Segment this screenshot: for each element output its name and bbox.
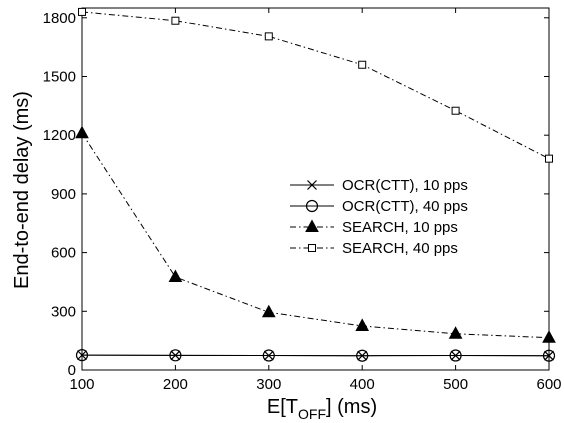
x-tick-label: 100 bbox=[69, 376, 94, 393]
legend-marker bbox=[305, 199, 319, 213]
series-2 bbox=[75, 349, 556, 362]
y-tick-label: 600 bbox=[51, 245, 76, 262]
y-tick-label: 300 bbox=[51, 303, 76, 320]
legend-entry: SEARCH, 10 pps bbox=[290, 219, 458, 236]
data-point bbox=[171, 16, 180, 25]
data-point bbox=[264, 32, 273, 41]
data-point bbox=[169, 349, 182, 362]
data-point bbox=[261, 304, 276, 318]
y-tick-label: 1200 bbox=[43, 127, 76, 144]
x-axis-label-main: E[T bbox=[267, 396, 298, 418]
y-axis-label: End-to-end delay (ms) bbox=[11, 91, 33, 289]
data-point bbox=[356, 349, 369, 362]
x-tick-label: 600 bbox=[536, 376, 561, 393]
x-axis-label-sub: OFF bbox=[298, 406, 326, 422]
legend-label: OCR(CTT), 10 pps bbox=[342, 177, 468, 194]
x-tick-label: 500 bbox=[443, 376, 468, 393]
x-axis-label: E[TOFF] (ms) bbox=[267, 396, 377, 422]
data-point bbox=[448, 326, 463, 339]
data-point bbox=[542, 330, 556, 343]
data-point bbox=[449, 349, 462, 362]
data-point bbox=[78, 7, 86, 16]
plot-frame bbox=[81, 7, 550, 371]
y-tick-label: 1500 bbox=[43, 68, 76, 85]
series-4 bbox=[78, 7, 553, 163]
y-tick-label: 1800 bbox=[43, 10, 76, 27]
legend-marker bbox=[305, 219, 319, 232]
y-tick-label: 900 bbox=[51, 186, 76, 203]
plot-area: 100 200 300 400 500 600 0 300 600 900 1200 1500 1800 bbox=[43, 7, 562, 393]
legend-entry: OCR(CTT), 40 pps bbox=[290, 198, 468, 215]
legend-entry: OCR(CTT), 10 pps bbox=[290, 177, 468, 194]
x-tick-label: 200 bbox=[163, 376, 188, 393]
series-line bbox=[81, 132, 550, 339]
data-point bbox=[75, 349, 89, 362]
data-point bbox=[355, 318, 370, 331]
legend-entry: SEARCH, 40 pps bbox=[290, 240, 458, 257]
series-line bbox=[81, 354, 550, 357]
data-point bbox=[262, 349, 275, 362]
data-point bbox=[542, 349, 556, 362]
legend-marker bbox=[308, 244, 316, 252]
x-tick-label: 300 bbox=[256, 376, 281, 393]
data-point bbox=[168, 269, 183, 283]
x-axis-label-tail: ] (ms) bbox=[326, 396, 377, 418]
legend-marker bbox=[307, 180, 317, 190]
data-point bbox=[545, 154, 553, 163]
series-3 bbox=[75, 125, 556, 343]
legend: OCR(CTT), 10 pps OCR(CTT), 40 pps SEARCH, … bbox=[290, 177, 468, 257]
legend-label: SEARCH, 40 pps bbox=[342, 240, 458, 257]
data-point bbox=[451, 106, 460, 115]
x-tick-label: 400 bbox=[350, 376, 375, 393]
legend-label: SEARCH, 10 pps bbox=[342, 219, 458, 236]
data-point bbox=[75, 125, 89, 139]
data-point bbox=[358, 60, 367, 69]
series-line bbox=[81, 11, 550, 160]
legend-label: OCR(CTT), 40 pps bbox=[342, 198, 468, 215]
y-tick-label: 0 bbox=[68, 362, 76, 379]
series-layer bbox=[75, 7, 556, 362]
